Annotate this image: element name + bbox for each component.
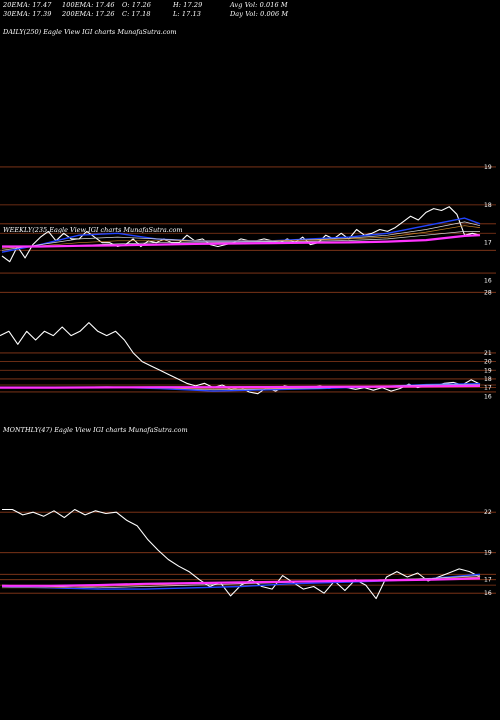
- weekly-panel-label: WEEKLY(235 Eagle View IGI charts MunafaS…: [3, 226, 183, 234]
- daily-ema-line: [1, 217, 481, 253]
- monthly-panel-label: MONTHLY(47) Eagle View IGI charts Munafa…: [3, 426, 188, 434]
- monthly-tick-label: 19: [484, 550, 492, 557]
- daily-panel-label: DAILY(250) Eagle View IGI charts MunafaS…: [3, 28, 177, 36]
- weekly-tick-label: 16: [484, 393, 492, 400]
- high-value: H: 17.29: [173, 1, 203, 9]
- ema200-value: 200EMA: 17.26: [62, 10, 115, 18]
- weekly-tick-label: 28: [484, 289, 492, 296]
- weekly-tick-label: 21: [484, 350, 492, 357]
- ema100-value: 100EMA: 17.46: [62, 1, 115, 9]
- close-value: C: 17.18: [122, 10, 151, 18]
- monthly-tick-label: 22: [484, 509, 492, 516]
- daily-tick-label: 17: [484, 240, 492, 247]
- monthly-ema200-line: [2, 577, 481, 587]
- daily-ema200-line: [2, 234, 481, 248]
- weekly-ema200-line: [0, 384, 481, 389]
- weekly-tick-label: 17: [484, 385, 492, 392]
- ema30-value: 30EMA: 17.39: [3, 10, 52, 18]
- weekly-tick-label: 20: [484, 359, 492, 366]
- weekly-tick-label: 19: [484, 367, 492, 374]
- monthly-tick-label: 17: [484, 577, 492, 584]
- weekly-tick-label: 18: [484, 376, 492, 383]
- low-value: L: 17.13: [173, 10, 201, 18]
- open-value: O: 17.26: [122, 1, 151, 9]
- daily-price-line: [1, 206, 481, 263]
- ema20-value: 20EMA: 17.47: [3, 1, 52, 9]
- monthly-tick-label: 16: [484, 590, 492, 597]
- weekly-price-line: [0, 322, 481, 395]
- monthly-panel: 22 19 17 16: [0, 508, 496, 600]
- daily-panel: 19 18 17 16: [0, 164, 496, 285]
- daily-tick-label: 16: [484, 278, 492, 285]
- avg-vol-value: Avg Vol: 0.016 M: [230, 1, 288, 9]
- monthly-price-line: [2, 508, 481, 600]
- daily-tick-label: 18: [484, 202, 492, 209]
- daily-tick-label: 19: [484, 164, 492, 171]
- day-vol-value: Day Vol: 0.006 M: [230, 10, 289, 18]
- daily-ema-line: [1, 225, 481, 249]
